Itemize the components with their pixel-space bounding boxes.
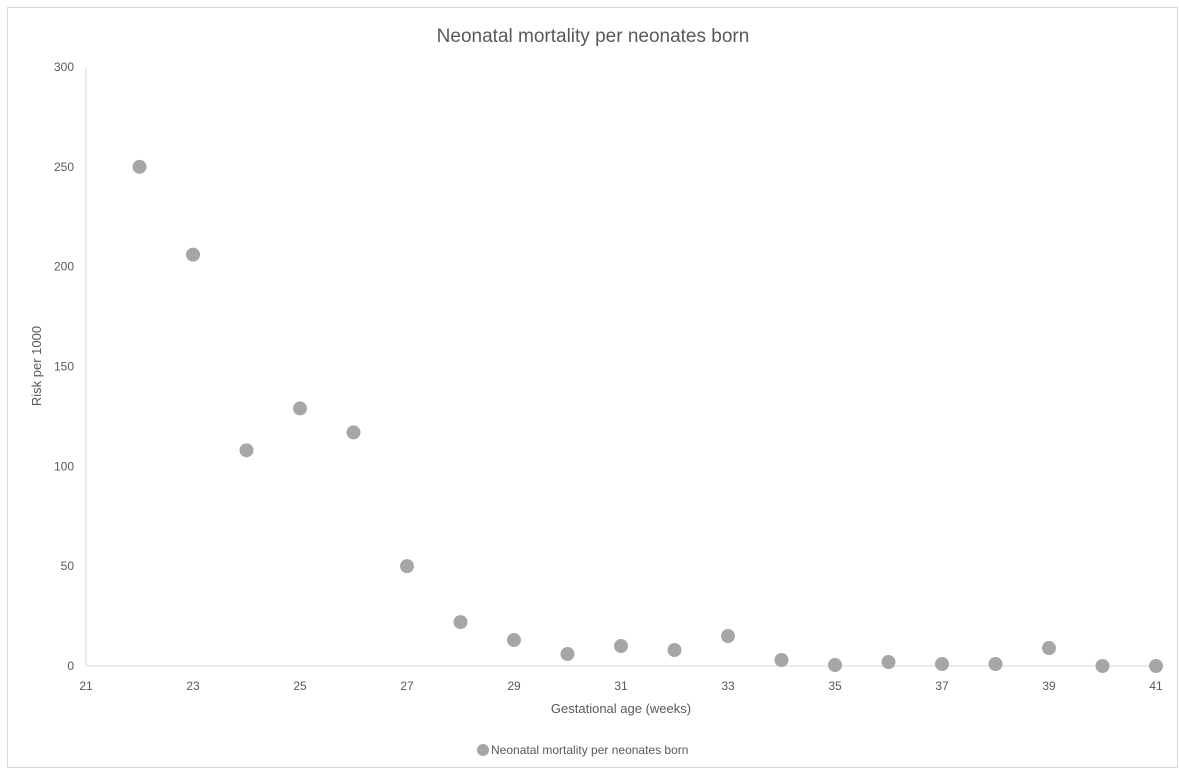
legend-marker <box>477 744 489 756</box>
data-point <box>1095 659 1110 673</box>
y-tick-label: 300 <box>54 60 74 74</box>
legend: Neonatal mortality per neonates born <box>477 743 688 757</box>
y-tick-label: 50 <box>61 559 75 573</box>
data-point <box>453 615 468 630</box>
y-tick-label: 100 <box>54 459 74 473</box>
data-points <box>132 159 1163 673</box>
y-tick-label: 250 <box>54 160 74 174</box>
data-point <box>988 657 1003 672</box>
x-tick-label: 39 <box>1042 679 1056 693</box>
data-point <box>721 629 735 644</box>
data-point <box>507 633 521 648</box>
data-point <box>614 639 628 654</box>
data-point <box>560 647 575 662</box>
y-tick-label: 150 <box>54 360 74 374</box>
y-tick-label: 0 <box>67 659 74 673</box>
x-tick-label: 27 <box>400 679 414 693</box>
x-axis-ticks: 21 23 25 27 29 31 33 35 37 39 41 <box>79 679 1163 693</box>
x-tick-label: 31 <box>614 679 628 693</box>
x-axis-label: Gestational age (weeks) <box>551 701 691 716</box>
x-tick-label: 21 <box>79 679 93 693</box>
data-point <box>881 655 896 670</box>
data-point <box>239 443 254 458</box>
x-tick-label: 25 <box>293 679 307 693</box>
y-axis-label: Risk per 1000 <box>29 326 44 406</box>
data-point <box>400 559 414 574</box>
x-tick-label: 41 <box>1149 679 1163 693</box>
data-point <box>828 658 842 673</box>
x-tick-label: 29 <box>507 679 521 693</box>
data-point <box>667 643 682 658</box>
data-point <box>346 425 361 440</box>
x-tick-label: 37 <box>935 679 949 693</box>
data-point <box>1042 641 1056 656</box>
data-point <box>935 657 949 672</box>
y-tick-label: 200 <box>54 260 74 274</box>
data-point <box>186 247 200 262</box>
x-tick-label: 35 <box>828 679 842 693</box>
x-tick-label: 23 <box>186 679 200 693</box>
chart-title: Neonatal mortality per neonates born <box>437 26 750 47</box>
data-point <box>1149 659 1163 673</box>
x-tick-label: 33 <box>721 679 735 693</box>
chart-frame <box>7 7 1178 768</box>
legend-label: Neonatal mortality per neonates born <box>491 743 688 757</box>
data-point <box>774 653 789 668</box>
y-axis-ticks: 0 50 100 150 200 250 300 <box>54 60 74 673</box>
data-point <box>132 159 147 174</box>
data-point <box>293 401 307 416</box>
